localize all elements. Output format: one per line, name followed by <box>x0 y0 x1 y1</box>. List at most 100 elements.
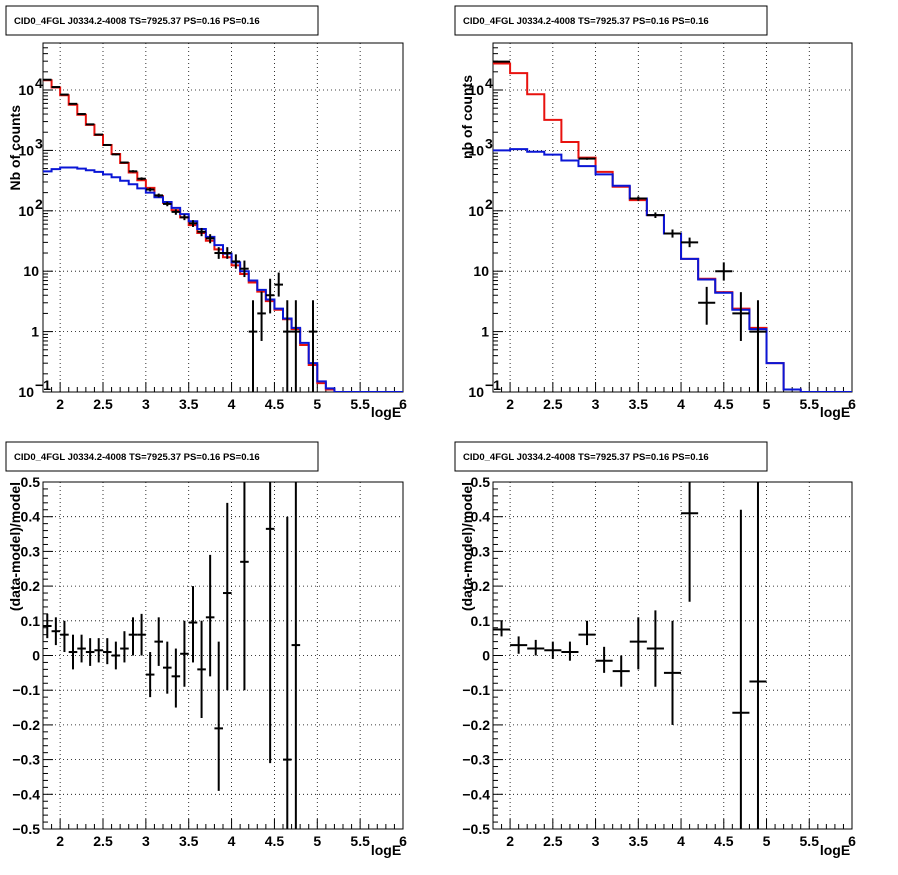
data-point <box>85 123 95 126</box>
data-point <box>629 617 647 670</box>
x-tick-label: 2.5 <box>93 833 113 849</box>
data-point <box>60 93 69 96</box>
plot-frame <box>42 42 404 393</box>
y-tick-label: 10 <box>18 82 34 98</box>
data-point <box>43 78 52 81</box>
y-tick-label: 10 <box>468 203 484 219</box>
data-point <box>60 620 69 653</box>
y-tick-label: 0.5 <box>21 474 41 490</box>
data-point <box>77 113 86 116</box>
x-tick-label: 6 <box>848 396 856 412</box>
x-tick-label: 3.5 <box>629 833 649 849</box>
data-point <box>180 214 189 221</box>
y-tick-label: −0.4 <box>12 786 40 802</box>
data-point <box>188 220 198 227</box>
data-point <box>527 639 545 656</box>
y-tick-exponent: 3 <box>485 135 493 151</box>
y-tick-label: 0.1 <box>471 613 491 629</box>
data-point <box>265 482 275 764</box>
chart-title-box: CID0_4FGL J0334.2-4008 TS=7925.37 PS=0.1… <box>5 5 319 36</box>
x-axis: 2 2.5 3 3.5 4 4.5 5 5.5 6 <box>492 819 856 849</box>
y-tick-label: 1 <box>481 324 489 340</box>
series-line-blue <box>493 148 852 392</box>
y-tick-label: 0.5 <box>471 474 491 490</box>
y-tick-label: 0 <box>32 648 40 664</box>
y-tick-label: 10 <box>473 263 489 279</box>
data-point <box>145 187 155 192</box>
y-tick-exponent: −1 <box>35 377 51 393</box>
y-tick-label: 10 <box>468 82 484 98</box>
x-axis: 2 2.5 3 3.5 4 4.5 5 5.5 6 <box>492 382 856 412</box>
data-point <box>274 272 283 297</box>
y-tick-label: 10 <box>23 263 39 279</box>
x-tick-label: 2.5 <box>93 396 113 412</box>
y-tick-label: 10 <box>18 203 34 219</box>
x-tick-label: 5 <box>763 396 771 412</box>
title-frame <box>454 5 768 36</box>
data-point <box>663 620 682 725</box>
chart-pane-4: CID0_4FGL J0334.2-4008 TS=7925.37 PS=0.1… <box>454 441 856 858</box>
x-tick-label: 6 <box>848 833 856 849</box>
data-point <box>493 620 511 637</box>
data-point <box>595 646 613 673</box>
data-point <box>163 641 172 694</box>
x-axis: 2 2.5 3 3.5 4 4.5 5 5.5 6 <box>42 382 407 412</box>
grid-lines <box>43 43 403 392</box>
x-tick-label: 4.5 <box>714 396 734 412</box>
x-tick-label: 2.5 <box>543 833 563 849</box>
data-point <box>120 161 129 164</box>
data-point <box>68 102 78 105</box>
title-frame <box>5 441 319 472</box>
data-point <box>698 286 716 325</box>
data-point <box>145 652 155 698</box>
plot-area <box>493 482 767 829</box>
x-tick-label: 4.5 <box>265 396 285 412</box>
data-point <box>231 254 241 269</box>
y-tick-label: 0.2 <box>21 578 41 594</box>
y-tick-label: 10 <box>468 384 484 400</box>
chart-title: CID0_4FGL J0334.2-4008 TS=7925.37 PS=0.1… <box>14 16 260 27</box>
data-point <box>732 292 750 341</box>
data-point <box>43 613 52 639</box>
plot-area <box>43 78 403 392</box>
data-point <box>94 133 103 136</box>
y-tick-label: −0.3 <box>462 752 490 768</box>
data-point <box>629 196 647 201</box>
data-point <box>137 613 146 656</box>
grid-lines <box>43 482 403 829</box>
data-point <box>163 201 172 207</box>
data-point <box>103 638 112 665</box>
x-tick-label: 6 <box>399 833 407 849</box>
chart-pane-2: CID0_4FGL J0334.2-4008 TS=7925.37 PS=0.1… <box>454 5 856 420</box>
x-tick-label: 4.5 <box>714 833 734 849</box>
x-tick-label: 5 <box>313 833 321 849</box>
y-tick-exponent: 4 <box>35 75 43 91</box>
x-tick-label: 5.5 <box>350 833 370 849</box>
data-point <box>715 262 733 281</box>
data-point <box>681 237 699 248</box>
x-tick-label: 5.5 <box>800 396 820 412</box>
data-point <box>612 655 630 687</box>
data-point <box>283 300 292 392</box>
data-point <box>578 620 596 646</box>
y-axis-label: nb of counts <box>459 75 475 159</box>
data-point <box>85 638 95 666</box>
data-point <box>291 300 301 392</box>
data-point <box>681 482 699 602</box>
data-point <box>248 300 258 392</box>
x-tick-label: 6 <box>399 396 407 412</box>
data-point <box>308 300 318 392</box>
x-tick-label: 2 <box>56 396 64 412</box>
x-tick-label: 4.5 <box>265 833 285 849</box>
data-point <box>214 641 223 791</box>
data-point <box>646 610 664 687</box>
y-tick-label: −0.1 <box>462 682 490 698</box>
y-tick-label: 0.3 <box>471 543 491 559</box>
data-point <box>663 229 682 238</box>
data-point <box>51 86 61 89</box>
x-axis-label: logE <box>820 842 850 858</box>
data-point <box>749 300 767 392</box>
grid-lines <box>493 43 852 392</box>
